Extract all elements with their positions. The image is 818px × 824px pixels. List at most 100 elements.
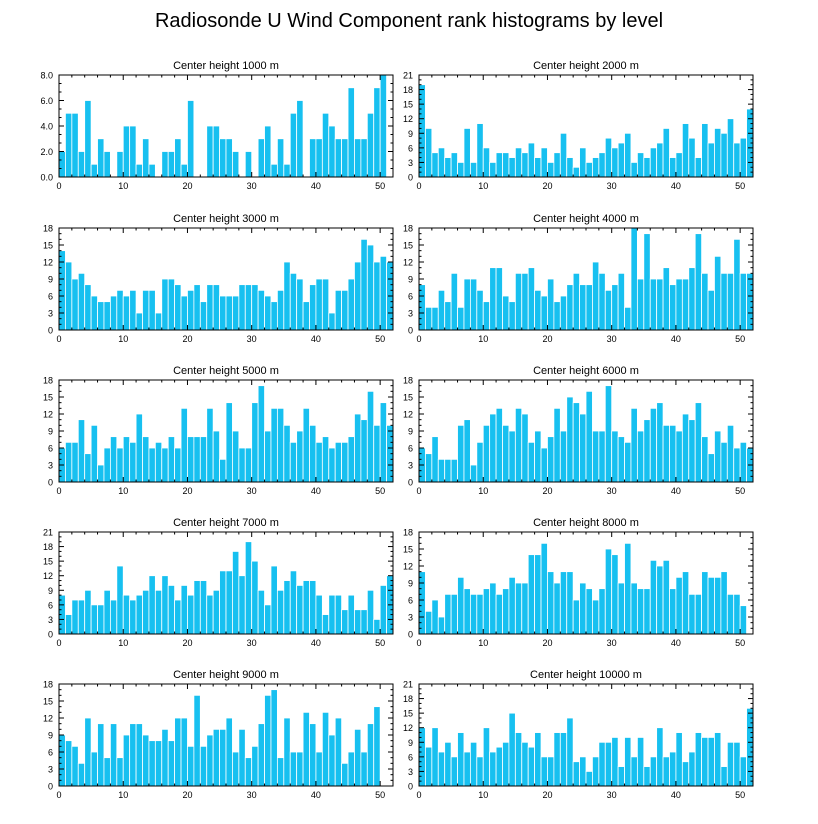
- bar: [315, 278, 323, 331]
- bar: [180, 717, 188, 787]
- bar: [707, 289, 715, 331]
- bar: [463, 588, 471, 635]
- y-tick-label: 9: [408, 579, 413, 589]
- bar: [244, 757, 253, 787]
- bar: [373, 424, 381, 483]
- bar: [617, 766, 625, 787]
- bar: [116, 565, 124, 635]
- bar: [733, 238, 741, 331]
- bar: [309, 284, 317, 331]
- bar: [534, 430, 542, 483]
- bar: [148, 575, 156, 635]
- bar: [289, 112, 298, 178]
- bar: [617, 142, 625, 178]
- bar: [444, 593, 452, 635]
- bar: [65, 112, 73, 178]
- bar: [559, 732, 568, 787]
- y-tick-label: 18: [403, 85, 413, 95]
- bar: [521, 741, 529, 787]
- bar: [463, 128, 471, 178]
- y-tick-label: 12: [43, 410, 53, 420]
- bar: [553, 301, 561, 331]
- bar: [238, 575, 246, 635]
- bar: [733, 593, 741, 635]
- bar: [604, 289, 613, 331]
- bar: [65, 614, 73, 635]
- bar: [527, 267, 536, 331]
- x-tick-label: 40: [671, 334, 681, 344]
- bar: [482, 147, 491, 178]
- bar: [161, 728, 169, 787]
- y-tick-label: 9: [408, 427, 413, 437]
- bar: [688, 751, 696, 787]
- x-tick-label: 50: [735, 790, 745, 800]
- bar: [636, 588, 645, 635]
- bar: [212, 284, 220, 331]
- y-tick-label: 3: [48, 615, 53, 625]
- y-tick-label: 12: [43, 714, 53, 724]
- bar: [270, 301, 278, 331]
- bar: [739, 137, 747, 178]
- y-tick-label: 6: [48, 748, 53, 758]
- bar: [675, 430, 683, 483]
- bar: [514, 272, 523, 331]
- bar: [675, 576, 683, 635]
- bar: [521, 152, 529, 178]
- bar: [373, 706, 381, 787]
- bar: [649, 559, 658, 635]
- bar: [77, 151, 86, 178]
- y-tick-label: 18: [43, 376, 53, 386]
- bar: [681, 571, 690, 635]
- bar: [585, 162, 593, 178]
- x-tick-label: 40: [311, 334, 321, 344]
- bar: [193, 436, 201, 483]
- bar: [514, 147, 523, 178]
- bar: [321, 112, 330, 178]
- bar: [675, 278, 683, 331]
- bar: [77, 599, 86, 635]
- bar: [733, 741, 741, 787]
- bar: [379, 74, 387, 178]
- bar: [566, 157, 574, 178]
- bar: [276, 407, 285, 483]
- bar: [232, 551, 240, 635]
- bar: [97, 301, 105, 331]
- x-tick-label: 50: [735, 181, 745, 191]
- bar: [84, 589, 92, 635]
- x-tick-label: 10: [118, 181, 128, 191]
- bar: [431, 727, 439, 787]
- bar: [129, 289, 137, 331]
- bar: [649, 147, 658, 178]
- bar: [643, 588, 651, 635]
- bar: [296, 100, 304, 178]
- x-tick-label: 40: [671, 181, 681, 191]
- bar: [431, 152, 439, 178]
- x-tick-label: 40: [311, 486, 321, 496]
- y-tick-label: 18: [403, 528, 413, 538]
- bar: [450, 272, 458, 331]
- bar: [508, 157, 516, 178]
- bar: [264, 125, 272, 178]
- bar: [219, 458, 227, 483]
- bar: [174, 447, 182, 483]
- bar: [142, 436, 150, 483]
- bar: [495, 407, 503, 483]
- bar: [669, 424, 677, 483]
- bar: [257, 589, 265, 635]
- bar: [585, 588, 593, 635]
- bar: [199, 580, 208, 635]
- bar: [739, 272, 747, 331]
- bar: [726, 741, 735, 787]
- bar: [161, 151, 169, 178]
- bar: [148, 740, 156, 787]
- bar: [257, 385, 265, 483]
- bar: [662, 756, 670, 787]
- bar: [347, 87, 355, 178]
- bar: [122, 295, 131, 331]
- bar: [598, 430, 606, 483]
- y-tick-label: 9: [48, 586, 53, 596]
- bar: [154, 740, 163, 787]
- bar: [630, 407, 638, 483]
- bar: [122, 125, 131, 178]
- x-tick-label: 50: [735, 638, 745, 648]
